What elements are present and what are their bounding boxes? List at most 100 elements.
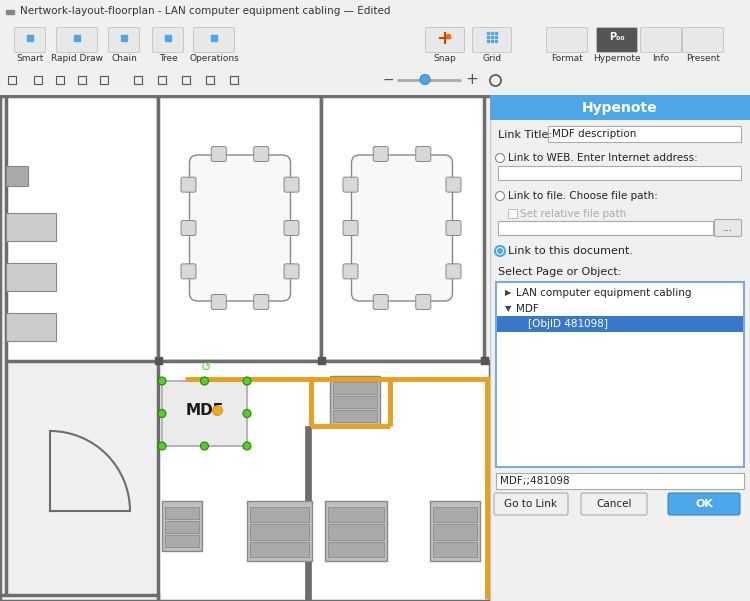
Circle shape — [158, 442, 166, 450]
FancyBboxPatch shape — [581, 493, 647, 515]
Bar — [328, 524, 384, 540]
FancyBboxPatch shape — [343, 221, 358, 236]
FancyBboxPatch shape — [254, 147, 268, 162]
Text: ▶: ▶ — [505, 288, 512, 297]
Text: Link to WEB. Enter Internet address:: Link to WEB. Enter Internet address: — [508, 153, 698, 163]
Bar — [490, 95, 750, 120]
Text: Grid: Grid — [482, 54, 502, 63]
Bar — [430, 501, 480, 561]
Bar — [0, 595, 158, 601]
FancyBboxPatch shape — [715, 219, 742, 237]
Text: Go to Link: Go to Link — [505, 499, 557, 509]
Text: Present: Present — [686, 54, 720, 63]
FancyBboxPatch shape — [181, 177, 196, 192]
Text: ...: ... — [723, 223, 733, 233]
Bar — [498, 221, 713, 235]
Text: MDF;;481098: MDF;;481098 — [500, 476, 570, 486]
Text: −: − — [382, 73, 394, 87]
Bar — [155, 357, 163, 365]
Bar — [158, 361, 490, 601]
FancyBboxPatch shape — [109, 28, 140, 52]
Circle shape — [243, 442, 251, 450]
Bar — [318, 357, 326, 365]
Bar — [481, 357, 489, 365]
Bar — [6, 166, 28, 186]
Bar — [6, 313, 56, 341]
Bar — [250, 507, 309, 522]
Bar — [250, 524, 309, 540]
FancyBboxPatch shape — [668, 493, 740, 515]
Text: Hypernote: Hypernote — [593, 54, 640, 63]
FancyBboxPatch shape — [472, 28, 512, 52]
Text: Link Title:: Link Title: — [498, 130, 552, 140]
Text: Set relative file path: Set relative file path — [520, 209, 626, 219]
Text: Chain: Chain — [111, 54, 137, 63]
FancyBboxPatch shape — [211, 147, 226, 162]
Text: Cancel: Cancel — [596, 499, 632, 509]
Circle shape — [200, 377, 208, 385]
Text: Nertwork-layout-floorplan - LAN computer equipment cabling — Edited: Nertwork-layout-floorplan - LAN computer… — [20, 7, 391, 16]
Bar — [333, 396, 377, 408]
Circle shape — [496, 192, 505, 201]
Bar — [433, 542, 477, 557]
Text: Rapid Draw: Rapid Draw — [51, 54, 103, 63]
FancyBboxPatch shape — [596, 28, 638, 52]
FancyBboxPatch shape — [343, 177, 358, 192]
FancyBboxPatch shape — [446, 177, 461, 192]
FancyBboxPatch shape — [640, 28, 682, 52]
Bar — [0, 95, 158, 361]
Text: MDF: MDF — [516, 304, 538, 314]
FancyBboxPatch shape — [211, 294, 226, 310]
Text: Select Page or Object:: Select Page or Object: — [498, 267, 621, 277]
Bar — [325, 501, 387, 561]
Circle shape — [158, 409, 166, 418]
Circle shape — [495, 246, 505, 256]
Text: ▼: ▼ — [505, 305, 512, 314]
Circle shape — [496, 153, 505, 162]
Bar — [548, 126, 741, 142]
Text: ↺: ↺ — [201, 361, 211, 373]
FancyBboxPatch shape — [494, 493, 568, 515]
Text: Snap: Snap — [433, 54, 456, 63]
FancyBboxPatch shape — [190, 155, 290, 301]
Circle shape — [497, 248, 503, 254]
FancyBboxPatch shape — [425, 28, 464, 52]
Text: Format: Format — [551, 54, 583, 63]
Text: Hypenote: Hypenote — [582, 100, 658, 115]
Bar — [508, 209, 517, 218]
Bar — [165, 507, 199, 519]
Circle shape — [212, 406, 223, 415]
Bar — [165, 535, 199, 547]
FancyBboxPatch shape — [374, 294, 388, 310]
Bar — [162, 501, 202, 551]
Bar — [498, 166, 741, 180]
Circle shape — [200, 442, 208, 450]
Bar — [333, 382, 377, 394]
Bar — [433, 507, 477, 522]
FancyBboxPatch shape — [343, 264, 358, 279]
Text: [ObjID 481098]: [ObjID 481098] — [528, 319, 608, 329]
Text: MDF description: MDF description — [552, 129, 636, 139]
FancyBboxPatch shape — [14, 28, 46, 52]
FancyBboxPatch shape — [374, 147, 388, 162]
Bar — [321, 95, 484, 361]
Text: Link to file. Choose file path:: Link to file. Choose file path: — [508, 191, 658, 201]
Text: Smart: Smart — [16, 54, 44, 63]
FancyBboxPatch shape — [181, 221, 196, 236]
Bar — [250, 542, 309, 557]
FancyBboxPatch shape — [56, 28, 98, 52]
FancyBboxPatch shape — [352, 155, 452, 301]
FancyBboxPatch shape — [194, 28, 235, 52]
Bar — [497, 316, 743, 332]
FancyBboxPatch shape — [152, 28, 184, 52]
Text: LAN computer equipment cabling: LAN computer equipment cabling — [516, 288, 692, 298]
Bar — [247, 501, 312, 561]
FancyBboxPatch shape — [254, 294, 268, 310]
Text: MDF: MDF — [185, 403, 224, 418]
Bar — [328, 507, 384, 522]
FancyBboxPatch shape — [284, 264, 299, 279]
FancyBboxPatch shape — [284, 177, 299, 192]
Bar — [6, 213, 56, 241]
Circle shape — [243, 377, 251, 385]
Text: P₀₀: P₀₀ — [609, 32, 625, 42]
